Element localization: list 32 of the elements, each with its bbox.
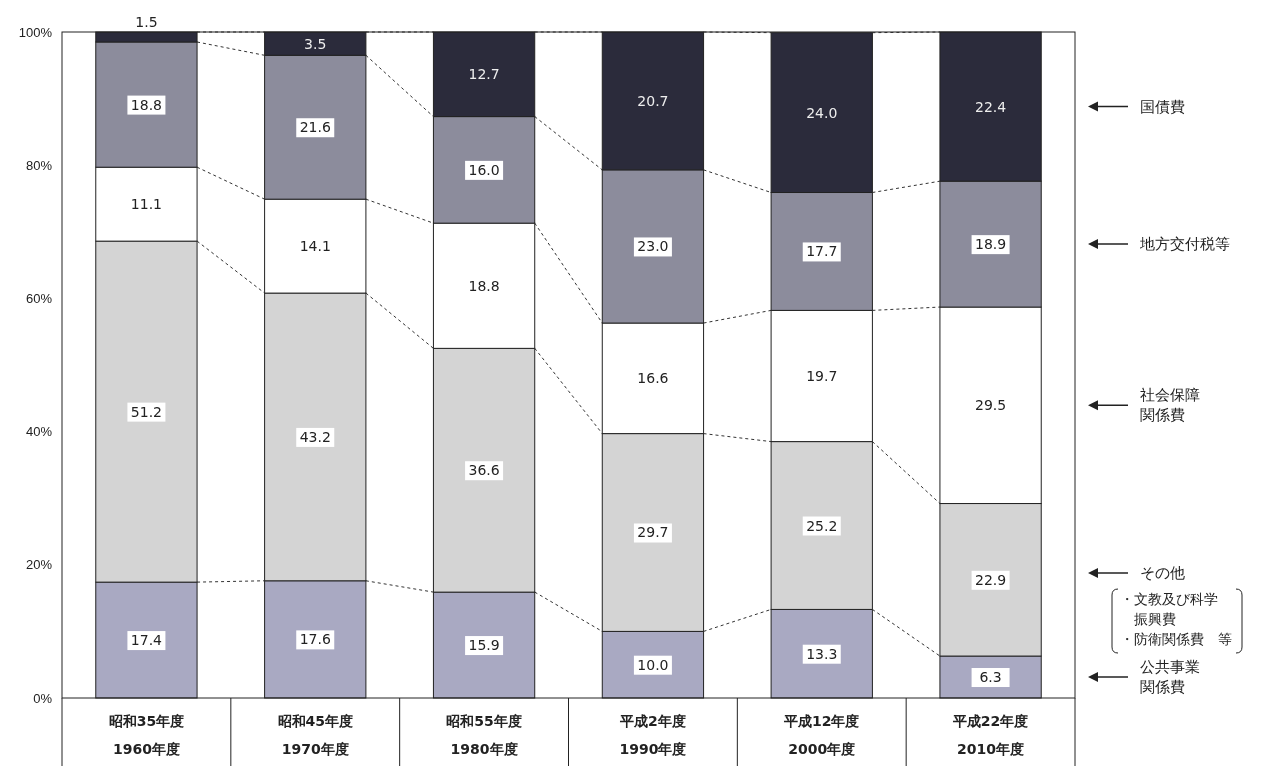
data-label: 22.4 — [975, 98, 1007, 115]
x-tick-label: 昭和55年度 1980年度 — [446, 713, 522, 757]
y-tick-label: 40% — [25, 424, 53, 440]
data-label: 19.7 — [806, 367, 838, 384]
legend-label: その他 — [1140, 564, 1185, 583]
data-label: 24.0 — [806, 104, 838, 121]
text: ・防衛関係費 等 — [1120, 631, 1232, 648]
data-label: 11.1 — [130, 196, 162, 213]
data-label: 14.1 — [299, 238, 331, 255]
x-tick-label: 昭和35年度 1960年度 — [108, 713, 185, 757]
y-tick-label: 60% — [25, 291, 53, 307]
data-label: 1.5 — [135, 14, 158, 30]
text: ・文教及び科学振興費 — [1120, 591, 1218, 628]
data-label: 29.5 — [975, 397, 1007, 414]
y-tick-label: 100% — [18, 24, 53, 40]
legend-label: 国債費 — [1140, 97, 1185, 116]
x-tick-label: 平成22年度 2010年度 — [951, 713, 1029, 757]
data-label: 16.6 — [637, 370, 669, 387]
data-label: 3.5 — [304, 35, 327, 52]
data-label: 20.7 — [637, 92, 669, 109]
y-tick-label: 20% — [25, 557, 53, 573]
legend-label: 社会保障関係費 — [1140, 386, 1200, 425]
x-tick-label: 平成2年度 1990年度 — [619, 713, 687, 757]
y-tick-label: 0% — [33, 690, 53, 706]
legend-label: 地方交付税等 — [1139, 235, 1230, 254]
legend-label: 公共事業関係費 — [1140, 658, 1200, 697]
y-tick-label: 80% — [25, 157, 53, 173]
x-tick-label: 昭和45年度 1970年度 — [277, 713, 353, 757]
data-label: 6.3 — [979, 669, 1002, 686]
data-label: 12.7 — [468, 66, 500, 83]
data-label: 18.8 — [468, 277, 500, 294]
x-tick-label: 平成12年度 2000年度 — [783, 713, 860, 757]
